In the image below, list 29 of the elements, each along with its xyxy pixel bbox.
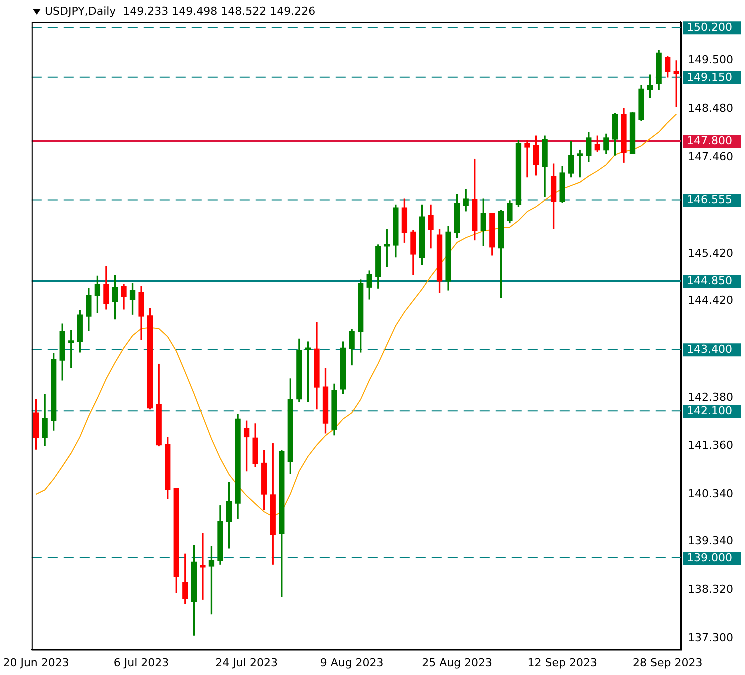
y-tick-label: 145.420: [688, 246, 734, 260]
y-tick-label: 144.420: [688, 294, 734, 308]
ref-line-label: 144.850: [687, 274, 732, 288]
ref-line-label: 147.800: [687, 134, 732, 148]
chart-title: USDJPY,Daily 149.233 149.498 148.522 149.226: [45, 5, 316, 18]
y-tick-label: 140.340: [688, 487, 734, 500]
x-tick-label: 24 Jul 2023: [216, 656, 278, 670]
ref-line-label: 142.100: [687, 404, 732, 418]
ref-line-label: 149.150: [687, 70, 732, 84]
ref-line-label: 139.000: [687, 551, 732, 564]
y-tick-label: 148.480: [688, 102, 734, 115]
y-tick-label: 138.320: [688, 583, 734, 596]
x-tick-label: 9 Aug 2023: [320, 656, 384, 670]
x-tick-label: 20 Jun 2023: [3, 656, 70, 670]
y-tick-label: 147.460: [688, 150, 734, 164]
y-tick-label: 137.300: [688, 631, 734, 644]
x-tick-label: 25 Aug 2023: [422, 656, 493, 670]
y-tick-label: 141.360: [688, 439, 734, 452]
x-tick-label: 12 Sep 2023: [528, 656, 598, 670]
x-tick-label: 6 Jul 2023: [114, 656, 170, 670]
candlestick: [524, 140, 530, 178]
y-tick-label: 139.340: [688, 534, 734, 548]
ref-line-label: 143.400: [687, 342, 732, 356]
y-tick-label: 149.500: [688, 54, 734, 67]
ref-line-label: 146.555: [687, 194, 732, 207]
ref-line-label: 150.200: [687, 21, 732, 34]
y-tick-label: 142.380: [688, 390, 734, 404]
x-tick-label: 28 Sep 2023: [632, 656, 703, 670]
candlestick: [200, 533, 206, 600]
